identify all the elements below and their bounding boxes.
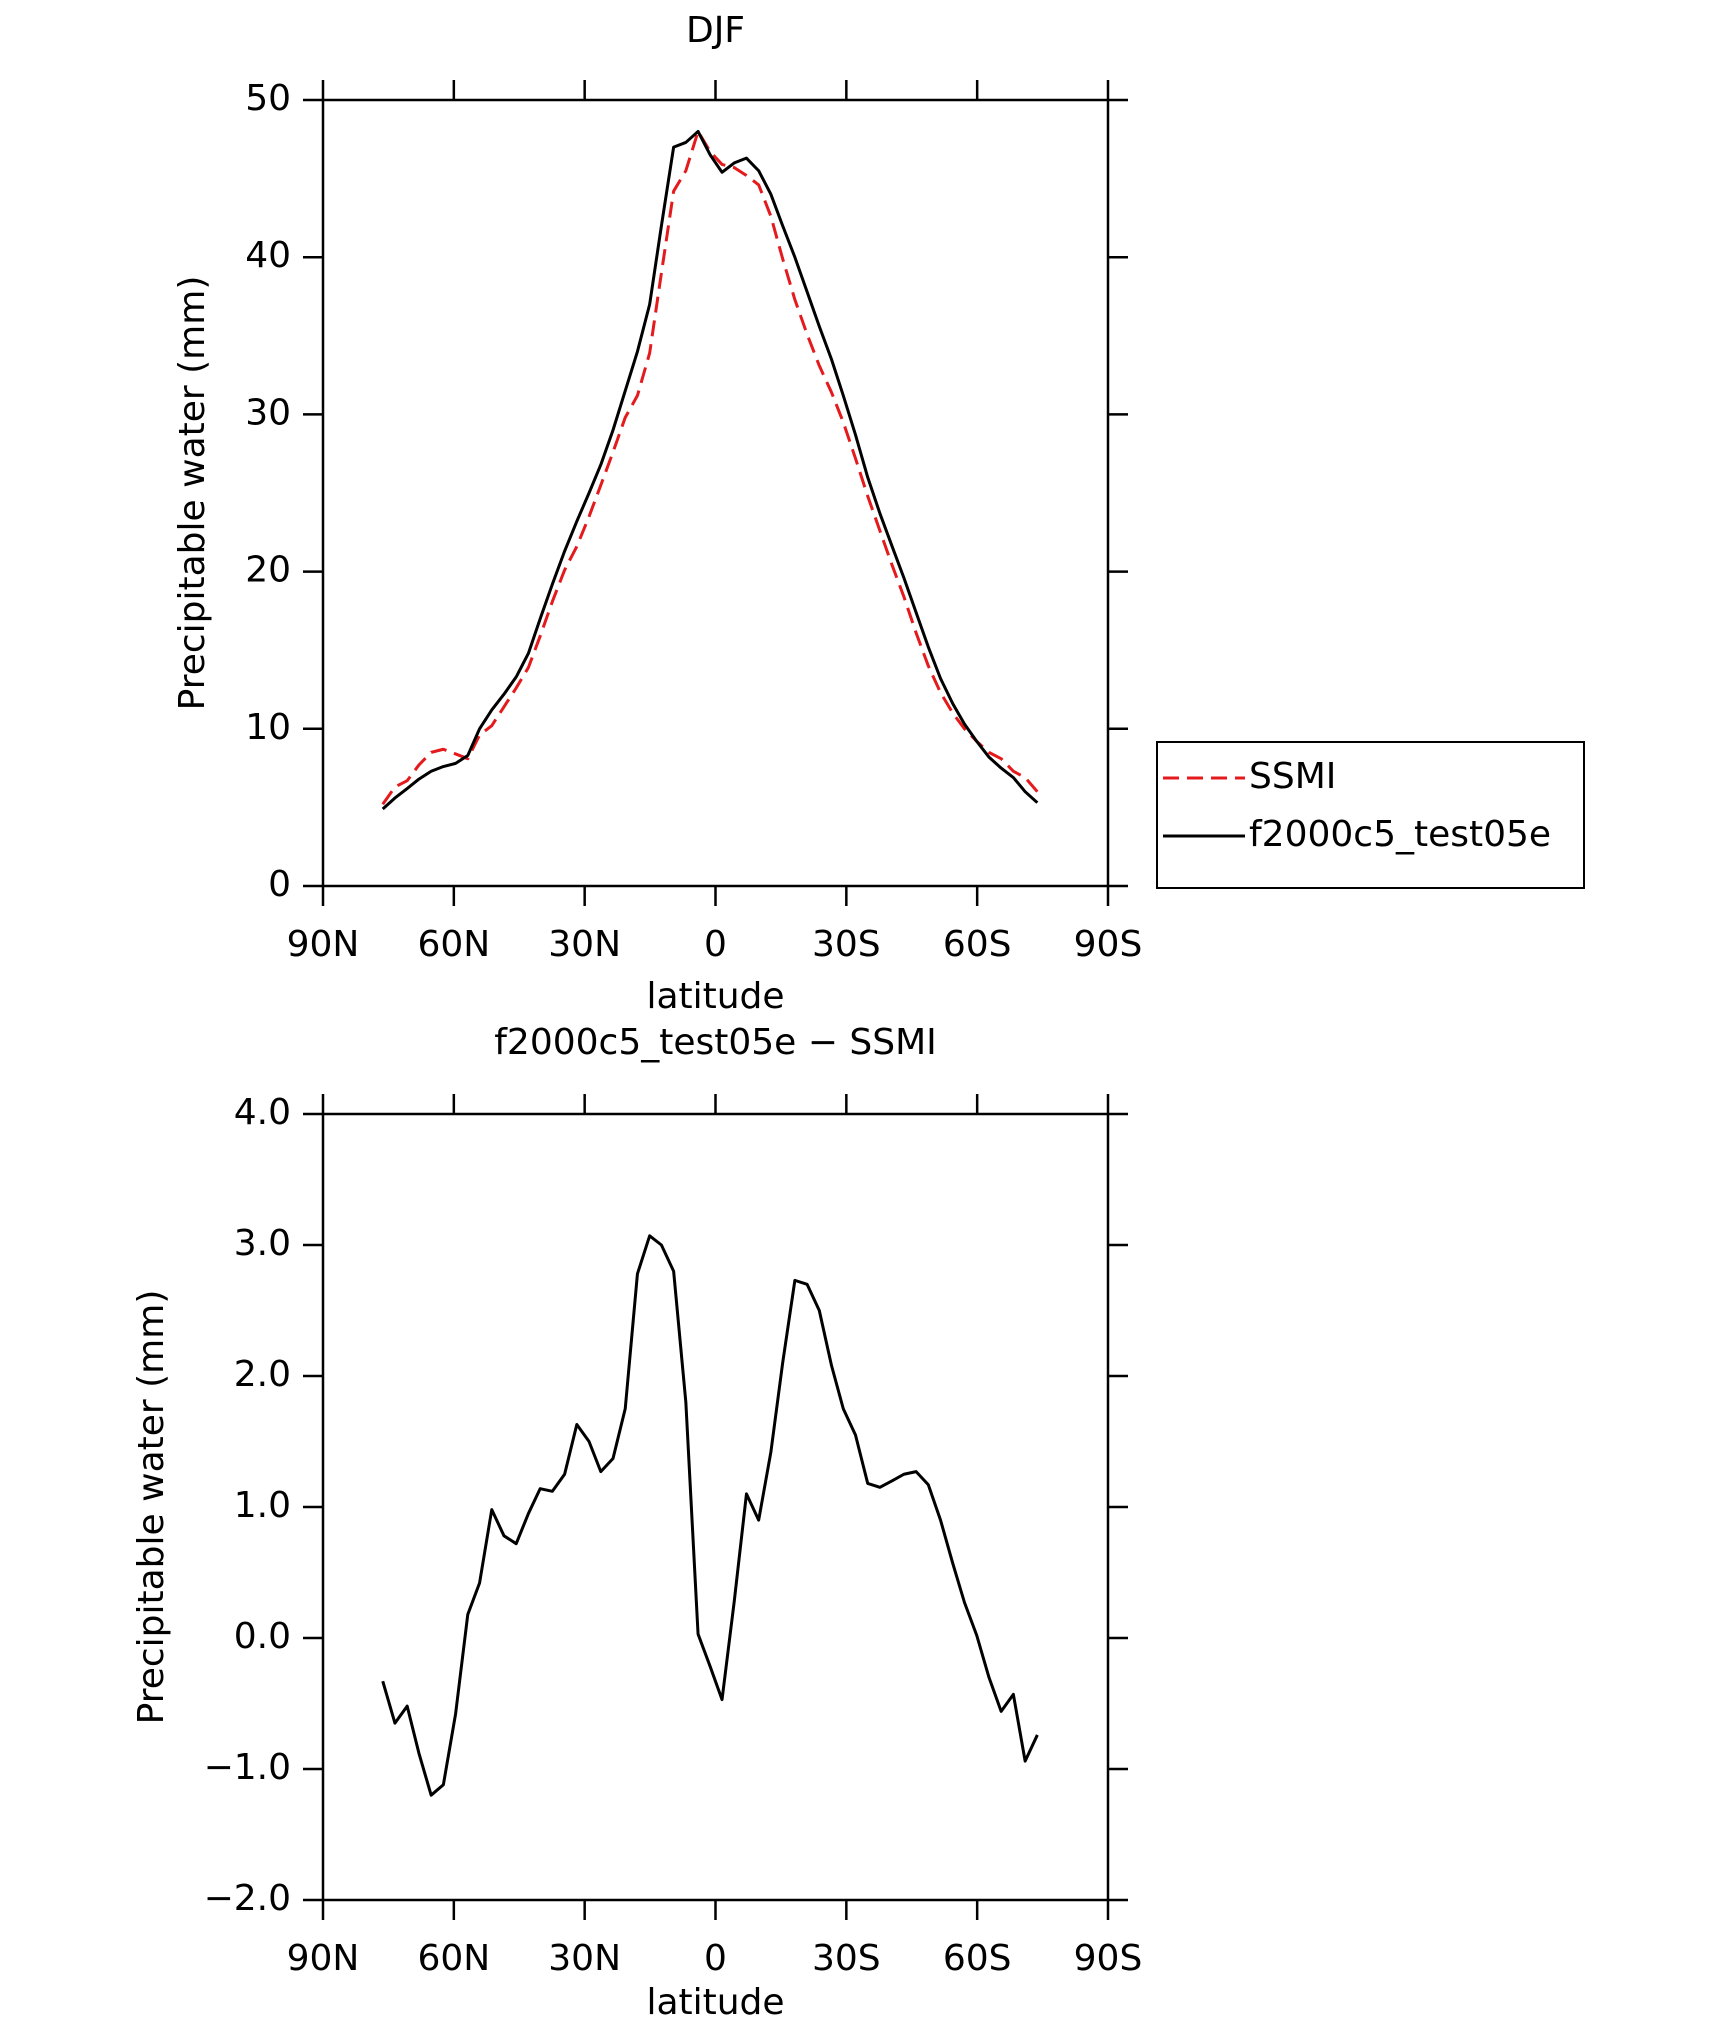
y-tick-label: 2.0 [234,1354,291,1395]
y-tick-label: 20 [245,550,291,591]
y-tick-label: 30 [245,392,291,433]
y-tick-label: 50 [245,78,291,119]
x-tick-label: 90N [287,924,360,965]
x-tick-label: 30N [548,924,621,965]
y-tick-label: 4.0 [234,1092,291,1133]
x-tick-label: 60S [943,1938,1012,1979]
x-tick-label: 60S [943,924,1012,965]
legend-label: f2000c5_test05e [1249,814,1551,855]
x-tick-label: 30N [548,1938,621,1979]
x-tick-label: 90S [1074,1938,1143,1979]
y-axis-label: Precipitable water (mm) [172,276,213,711]
legend-box [1156,741,1585,889]
y-tick-label: 10 [245,707,291,748]
y-tick-label: −2.0 [204,1878,291,1919]
y-tick-label: 0.0 [234,1616,291,1657]
y-tick-label: 0 [268,864,291,905]
data-line [381,129,1039,806]
y-tick-label: 1.0 [234,1485,291,1526]
x-tick-label: 0 [704,1938,727,1979]
y-tick-label: 3.0 [234,1223,291,1264]
x-tick-label: 30S [812,1938,881,1979]
x-tick-label: 30S [812,924,881,965]
x-tick-label: 60N [417,924,490,965]
x-tick-label: 90S [1074,924,1143,965]
x-tick-label: 0 [704,924,727,965]
data-line [381,129,1039,811]
chart-title: DJF [686,10,745,51]
legend-label: SSMI [1249,756,1336,797]
y-tick-label: 40 [245,235,291,276]
x-tick-label: 60N [417,1938,490,1979]
x-axis-label: latitude [646,976,784,1017]
y-axis-label: Precipitable water (mm) [131,1290,172,1725]
plot-frame [321,1112,1110,1902]
x-tick-label: 90N [287,1938,360,1979]
y-tick-label: −1.0 [204,1747,291,1788]
chart-title: f2000c5_test05e − SSMI [494,1022,937,1063]
data-line [381,1234,1039,1797]
x-axis-label: latitude [646,1982,784,2021]
